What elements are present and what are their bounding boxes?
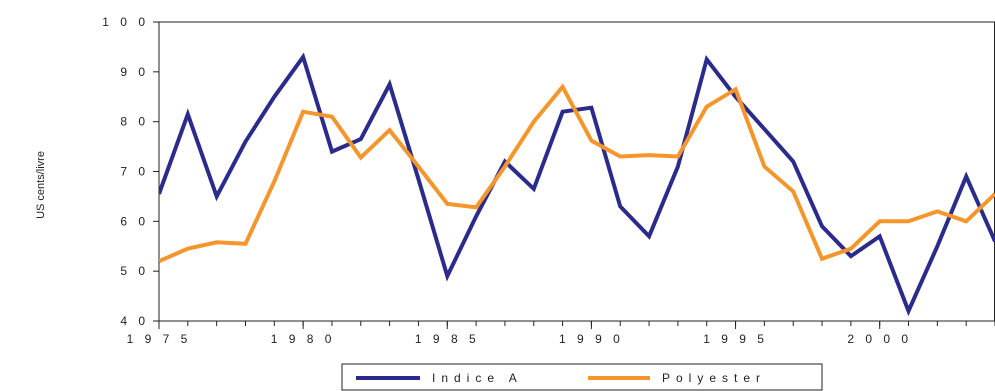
series-line-polyester bbox=[159, 83, 995, 264]
x-tick-label: 1 9 9 5 bbox=[703, 332, 768, 346]
series-line-indice-a bbox=[159, 52, 995, 317]
legend: Indice A Polyester bbox=[341, 363, 823, 391]
y-tick-label: 7 0 bbox=[120, 165, 149, 179]
y-tick-label: 5 0 bbox=[120, 264, 149, 278]
y-tick-label: 9 0 bbox=[120, 65, 149, 79]
y-tick-label: 4 0 bbox=[120, 314, 149, 328]
legend-box bbox=[341, 363, 823, 391]
x-tick-label: 2 0 0 0 bbox=[847, 332, 912, 346]
y-axis-label: US cents/livre bbox=[35, 151, 47, 219]
x-tick-label: 1 9 9 0 bbox=[559, 332, 624, 346]
x-tick-label: 1 9 7 5 bbox=[127, 332, 192, 346]
y-tick-label: 6 0 bbox=[120, 214, 149, 228]
x-tick-label: 1 9 8 5 bbox=[415, 332, 480, 346]
series-group bbox=[159, 52, 995, 317]
y-tick-label: 8 0 bbox=[120, 115, 149, 129]
y-tick-label: 1 0 0 bbox=[102, 15, 149, 29]
legend-label: Polyester bbox=[662, 371, 766, 385]
legend-label: Indice A bbox=[432, 371, 523, 385]
chart-axes: 4 0 5 0 6 0 7 0 8 0 9 0 1 0 0 1 9 7 5 1 9 8 0 1 9… bbox=[102, 15, 995, 346]
x-tick-label: 1 9 8 0 bbox=[271, 332, 336, 346]
